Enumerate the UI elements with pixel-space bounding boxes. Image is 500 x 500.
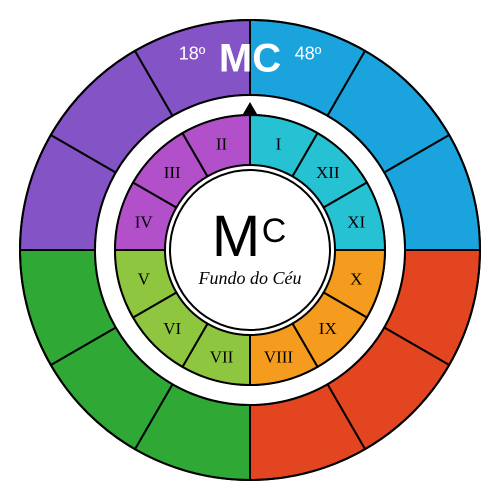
mc-right-degree: 48º (295, 44, 322, 64)
mc-label: MC (219, 37, 281, 81)
house-label: IX (319, 319, 337, 338)
house-label: VIII (264, 347, 294, 366)
house-label: IV (135, 213, 154, 232)
house-label: X (350, 269, 362, 288)
center-main: M (212, 204, 260, 269)
house-label: XII (316, 163, 340, 182)
house-label: III (164, 163, 181, 182)
center-sub: Fundo do Céu (198, 268, 302, 288)
astro-wheel: XIXVIIIVIIVIVIVIIIIIIXIIXI18ºMC48ºMCFund… (0, 0, 500, 500)
house-label: I (276, 135, 282, 154)
mc-left-degree: 18º (179, 44, 206, 64)
house-label: V (138, 269, 151, 288)
house-label: VII (210, 347, 234, 366)
center-sup: C (262, 212, 287, 250)
house-label: XI (347, 213, 365, 232)
house-label: II (216, 135, 228, 154)
house-label: VI (163, 319, 181, 338)
